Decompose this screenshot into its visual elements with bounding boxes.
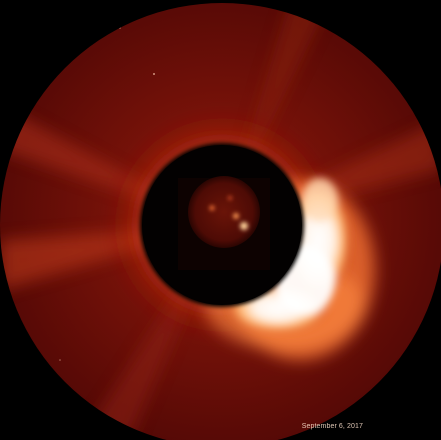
image-date-caption: September 6, 2017 [301,423,363,430]
sun-disk [188,176,260,248]
